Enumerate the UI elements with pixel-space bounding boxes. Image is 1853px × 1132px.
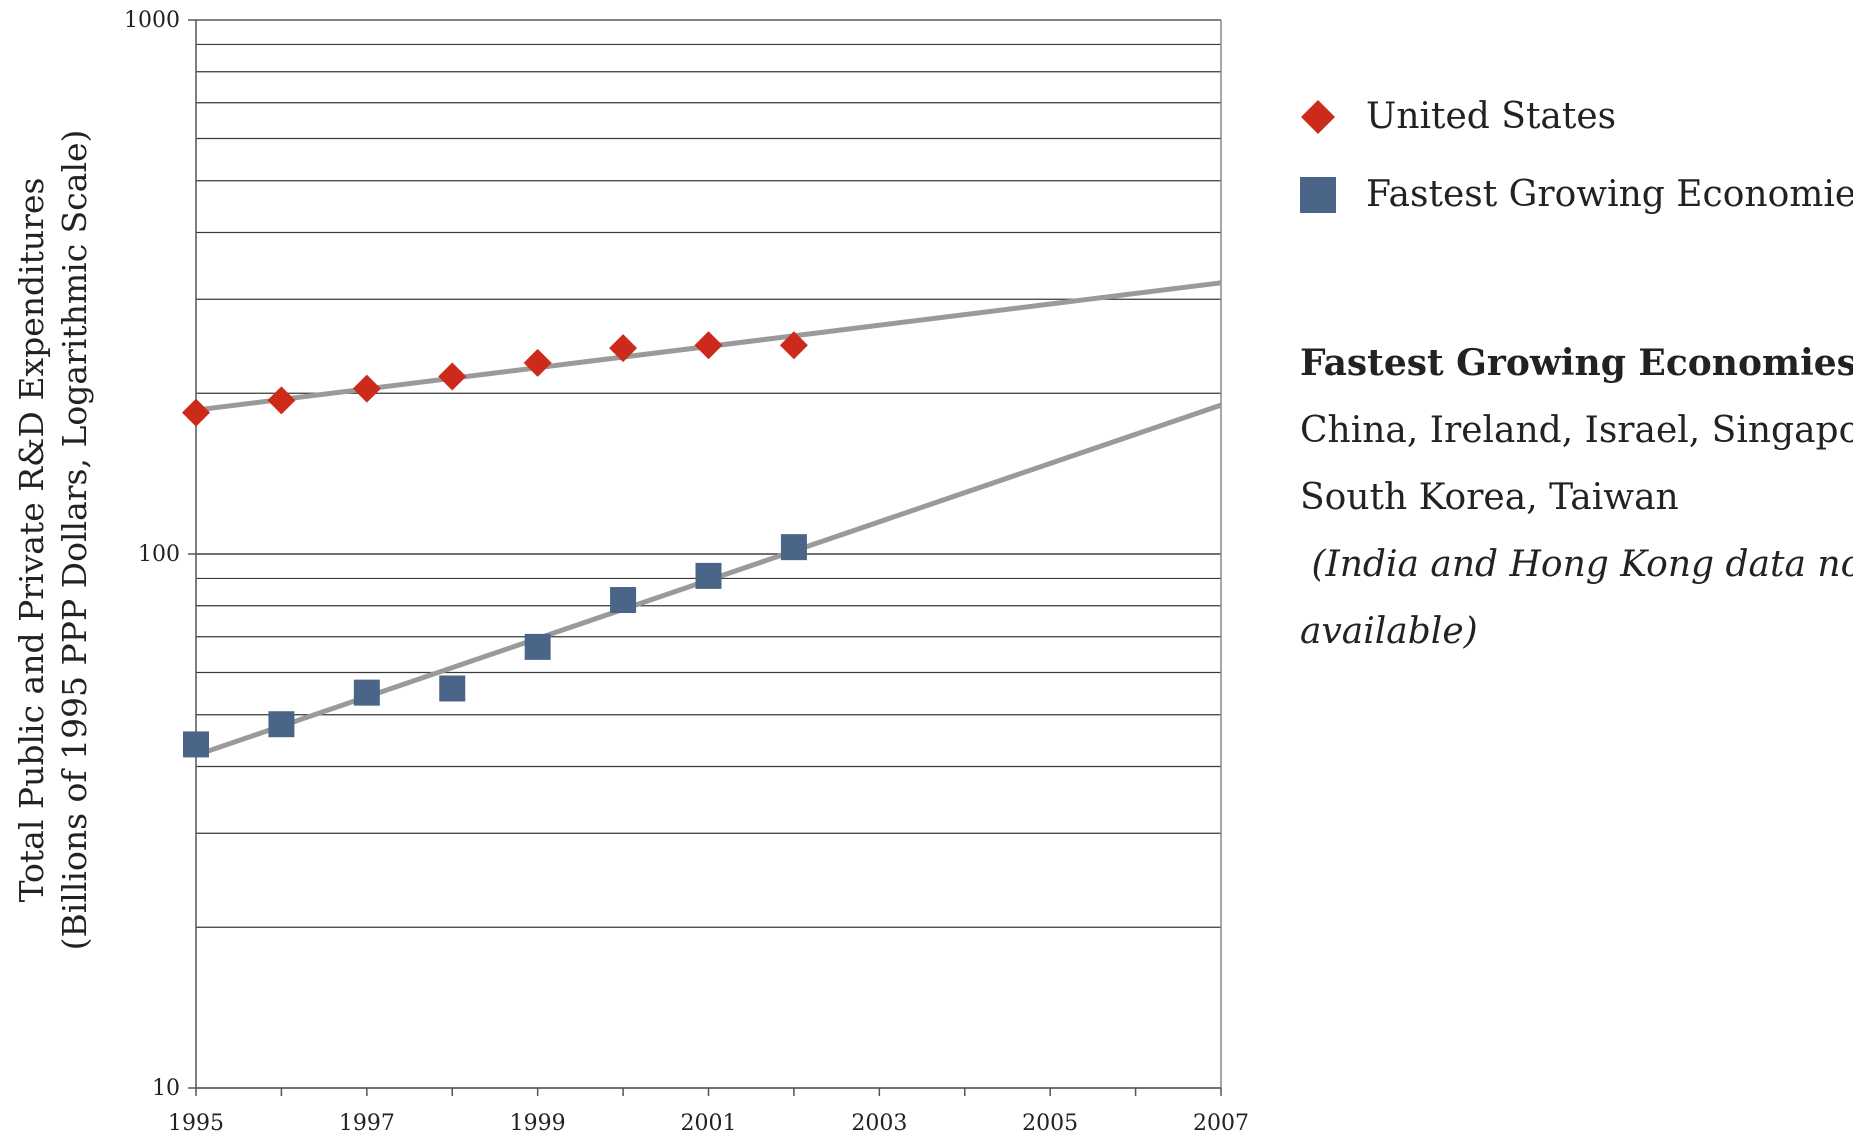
note-line-2: South Korea, Taiwan (1300, 477, 1679, 518)
x-tick-label: 2001 (681, 1111, 737, 1132)
y-axis-label-secondary: (Billions of 1995 PPP Dollars, Logarithm… (55, 130, 94, 951)
point-us-2002 (779, 331, 808, 360)
red-diamond-icon (1301, 99, 1335, 134)
y-tick-label: 1000 (124, 8, 180, 33)
point-us-2001 (694, 331, 723, 360)
point-fge-2002 (780, 534, 807, 561)
blue-square-icon (1300, 176, 1336, 213)
point-fge-2000 (610, 587, 637, 614)
y-tick-label: 100 (138, 542, 180, 567)
point-us-1999 (523, 348, 552, 377)
legend-item-united-states: United States (1300, 96, 1616, 137)
point-fge-1997 (353, 679, 380, 706)
note-heading-line: Fastest Growing Economies: (1300, 330, 1853, 397)
point-fge-1999 (524, 633, 551, 660)
point-us-1995 (182, 398, 210, 427)
point-fge-2001 (695, 562, 722, 589)
legend-label: Fastest Growing Economies (1366, 174, 1853, 215)
note-italic-2: available) (1300, 611, 1478, 652)
data-points (182, 331, 808, 758)
chart: 1995 1997 1999 2001 2003 2005 2007 10 100 1000 To… (12, 8, 1249, 1132)
point-us-1997 (352, 374, 381, 403)
legend-label: United States (1366, 96, 1617, 137)
axes (188, 19, 1222, 1096)
grid-lines (196, 19, 1221, 1089)
note-heading: Fastest Growing Economies (1300, 342, 1853, 384)
x-tick-label: 2007 (1193, 1111, 1249, 1132)
economies-note: Fastest Growing Economies: China, Irelan… (1300, 330, 1853, 665)
x-tick-label: 1997 (339, 1111, 395, 1132)
y-tick-label: 10 (152, 1076, 180, 1101)
note-line-1: China, Ireland, Israel, Singapore, (1300, 410, 1853, 451)
point-us-2000 (609, 334, 638, 363)
x-tick-label: 1995 (168, 1111, 224, 1132)
note-italic-1: (India and Hong Kong data not (1300, 544, 1853, 585)
x-tick-label: 2005 (1022, 1111, 1078, 1132)
point-fge-1995 (183, 731, 209, 758)
point-fge-1996 (268, 711, 295, 738)
point-fge-1998 (439, 675, 466, 702)
x-tick-label: 1999 (510, 1111, 566, 1132)
x-tick-label: 2003 (851, 1111, 907, 1132)
y-axis-label: Total Public and Private R&D Expenditure… (12, 178, 51, 903)
tick-labels: 1995 1997 1999 2001 2003 2005 2007 10 100 1000 (124, 8, 1249, 1132)
legend-item-fastest-growing: Fastest Growing Economies (1300, 174, 1853, 215)
point-us-1996 (267, 386, 296, 415)
point-us-1998 (438, 362, 467, 391)
